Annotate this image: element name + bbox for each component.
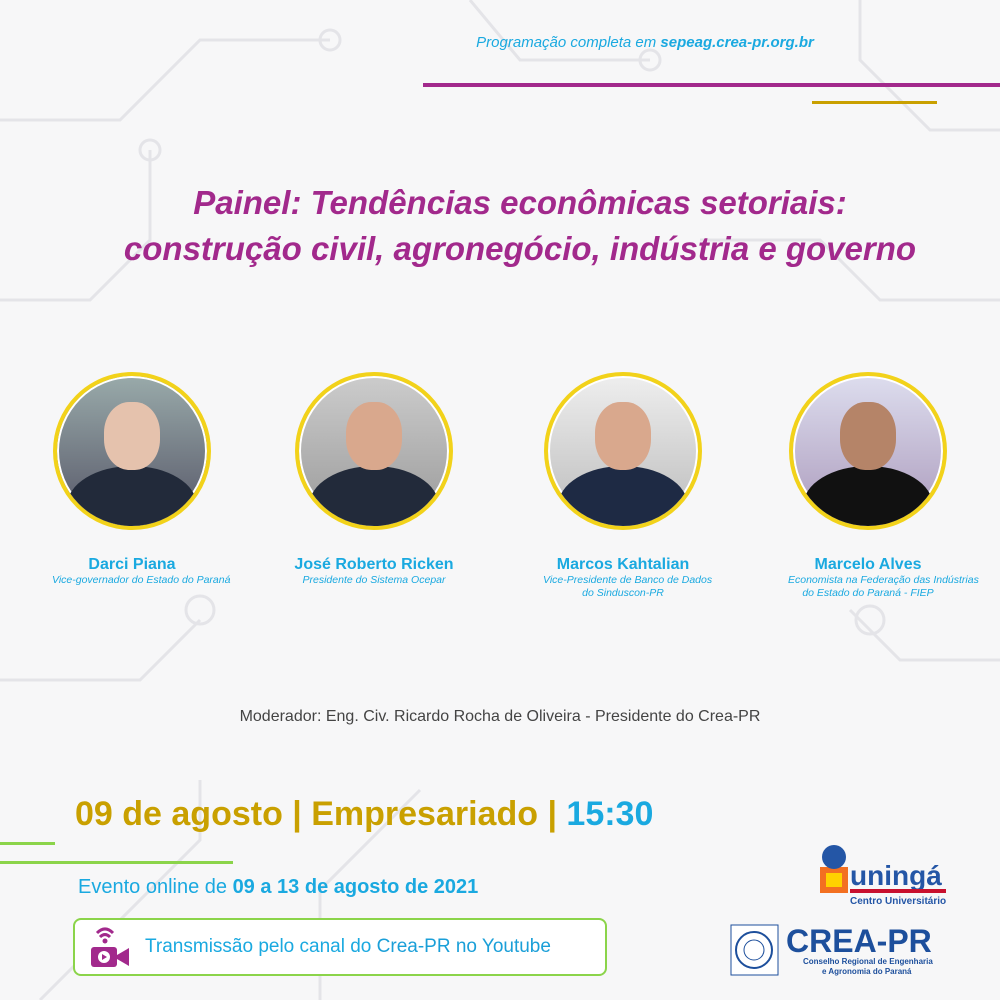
svg-text:e Agronomia do Paraná: e Agronomia do Paraná: [822, 967, 912, 976]
speaker-name: José Roberto Ricken: [294, 556, 454, 573]
speaker-card: Marcos Kahtalian Vice-Presidente de Banc…: [543, 372, 713, 600]
speaker-photo: [53, 372, 211, 530]
green-divider: [0, 861, 233, 864]
page-title: Painel: Tendências econômicas setoriais:…: [0, 180, 1000, 272]
event-dates-text: Evento online de 09 a 13 de agosto de 20…: [78, 876, 479, 898]
speaker-photo: [295, 372, 453, 530]
speaker-card: José Roberto Ricken Presidente do Sistem…: [294, 372, 454, 587]
speaker-card: Darci Piana Vice-governador do Estado do…: [52, 372, 231, 587]
crea-logo-text: CREA-PR: [786, 923, 932, 959]
speaker-photo: [544, 372, 702, 530]
moderator-text: Moderador: Eng. Civ. Ricardo Rocha de Ol…: [239, 708, 761, 725]
title-line-1: Painel: Tendências econômicas setoriais:: [193, 184, 847, 221]
schedule-time: 15:30: [566, 795, 654, 833]
speaker-name: Marcelo Alves: [814, 556, 922, 573]
speaker-name: Darci Piana: [88, 556, 176, 573]
title-line-2: construção civil, agronegócio, indústria…: [123, 230, 917, 267]
crea-pr-logo: CREA-PR Conselho Regional de Engenharia …: [730, 922, 950, 982]
speaker-role: Presidente do Sistema Ocepar: [302, 574, 446, 586]
speaker-role: Economista na Federação das Indústrias: [788, 574, 979, 586]
speaker-role: Vice-governador do Estado do Paraná: [52, 574, 231, 586]
uninga-logo-text: uningá: [850, 860, 942, 891]
uninga-logo: uningá Centro Universitário: [818, 845, 948, 907]
speaker-role-line2: do Estado do Paraná - FIEP: [802, 587, 934, 599]
uninga-subtitle: Centro Universitário: [850, 896, 946, 905]
purple-divider: [423, 83, 1000, 87]
speaker-card: Marcelo Alves Economista na Federação da…: [788, 372, 979, 600]
stream-text: Transmissão pelo canal do Crea-PR no You…: [145, 936, 551, 957]
gold-divider: [812, 101, 937, 104]
speaker-name: Marcos Kahtalian: [556, 556, 690, 573]
schedule-text: 09 de agosto | Empresariado | 15:30: [75, 795, 654, 833]
youtube-channel-link[interactable]: Crea-PR no Youtube: [376, 936, 551, 957]
speaker-role-line2: do Sinduscon-PR: [582, 587, 664, 599]
svg-text:Conselho Regional de Engenhari: Conselho Regional de Engenharia: [803, 957, 933, 966]
program-link-text: Programação completa em sepeag.crea-pr.o…: [476, 34, 814, 51]
program-site-link[interactable]: sepeag.crea-pr.org.br: [660, 34, 814, 51]
speaker-photo: [789, 372, 947, 530]
video-camera-wifi-icon: [91, 927, 129, 967]
speaker-role: Vice-Presidente de Banco de Dados: [543, 574, 713, 586]
stream-info-box[interactable]: Transmissão pelo canal do Crea-PR no You…: [73, 918, 607, 976]
green-divider: [0, 842, 55, 845]
